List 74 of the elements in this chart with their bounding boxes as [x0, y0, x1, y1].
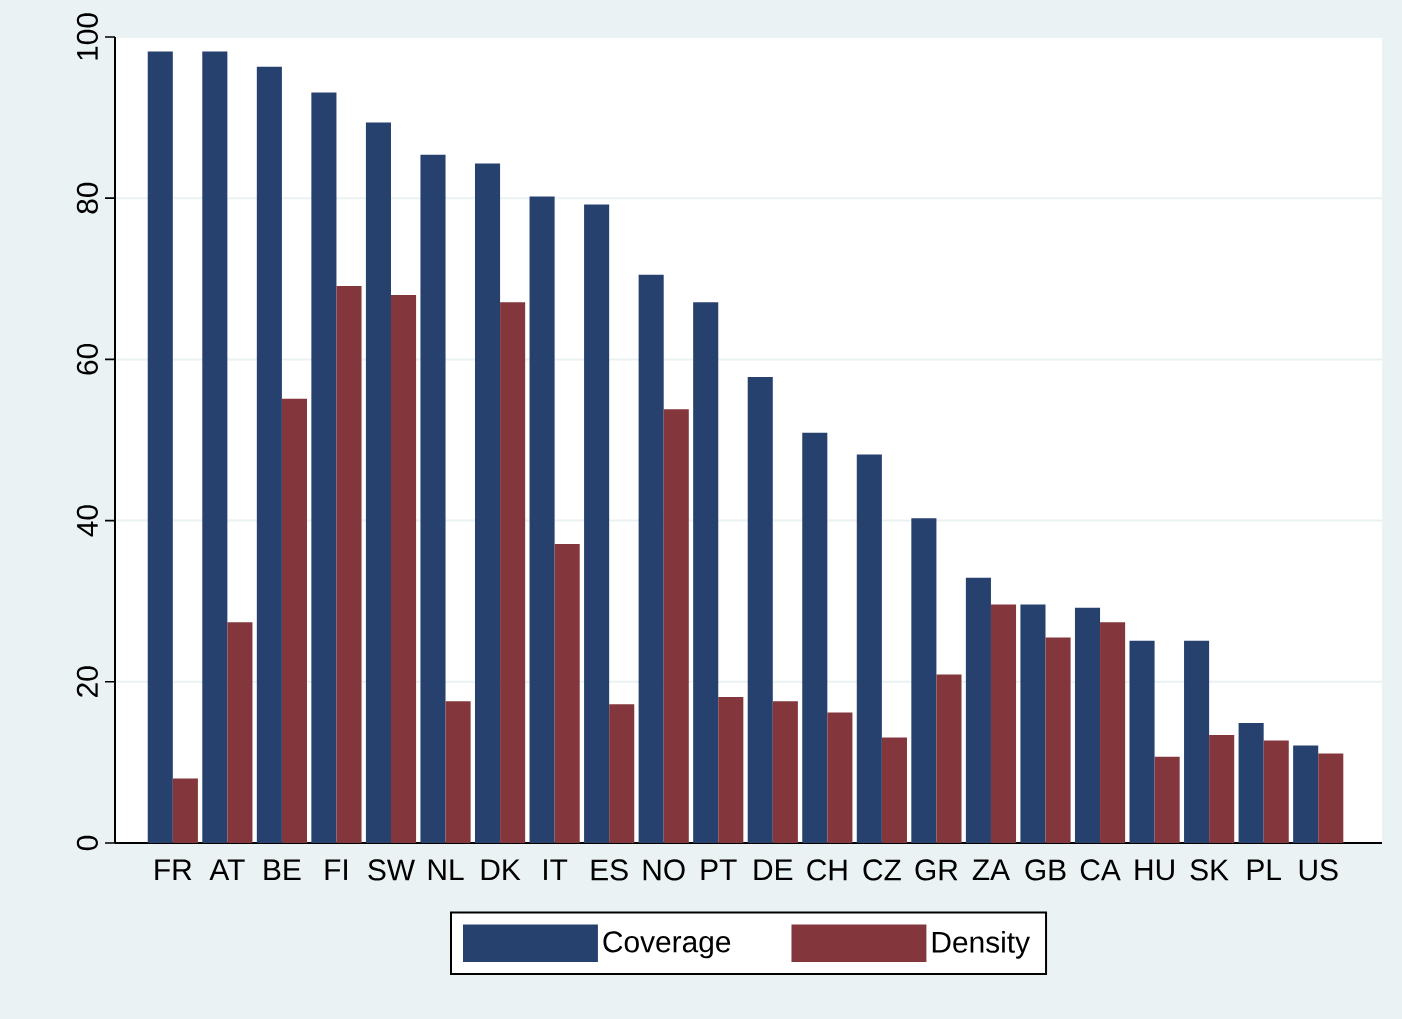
y-tick-label: 20: [76, 666, 98, 697]
bar: [1209, 734, 1235, 843]
x-tick-label: PL: [1247, 859, 1281, 880]
bar: [390, 294, 417, 843]
bar: [529, 196, 555, 843]
bar: [1020, 604, 1046, 843]
bar: [1074, 607, 1101, 843]
bar: [663, 409, 689, 843]
bar: [1129, 640, 1155, 843]
x-tick-label: SK: [1190, 859, 1229, 881]
y-tick-label: 100: [76, 13, 98, 60]
bar: [445, 701, 471, 843]
bar: [1184, 640, 1210, 843]
y-tick-label: 40: [76, 505, 98, 537]
y-tick-label: 0: [76, 835, 98, 851]
bar: [147, 51, 173, 843]
x-tick-label: NO: [643, 859, 685, 881]
bar: [1293, 745, 1319, 843]
bar: [802, 432, 828, 843]
x-tick-label: AT: [209, 859, 245, 880]
x-tick-label: CH: [807, 859, 847, 881]
x-tick-label: ES: [591, 859, 628, 881]
bar: [1045, 637, 1071, 843]
x-tick-label: GR: [915, 859, 958, 881]
bar: [227, 622, 253, 843]
x-tick-label: DK: [481, 859, 521, 880]
bar: [911, 518, 937, 843]
x-tick-label: US: [1299, 859, 1338, 881]
bar: [856, 454, 882, 843]
x-tick-label: IT: [544, 859, 568, 880]
bar: [609, 704, 635, 843]
bar: [584, 204, 610, 843]
x-tick-label: DE: [754, 859, 793, 880]
bar: [693, 302, 719, 843]
x-tick-label: ZA: [972, 859, 1010, 880]
bar: [474, 163, 501, 843]
bar: [311, 92, 337, 843]
bar: [747, 377, 773, 843]
legend-label: Coverage: [603, 931, 731, 959]
bar: [1100, 622, 1126, 843]
x-tick-label: GB: [1025, 859, 1066, 881]
bar: [172, 778, 198, 843]
bar: [1318, 753, 1344, 843]
x-tick-label: CA: [1080, 859, 1121, 881]
bar: [281, 398, 307, 843]
bar: [336, 286, 362, 843]
bar: [718, 697, 744, 843]
x-tick-label: HU: [1135, 859, 1174, 881]
bar: [1238, 722, 1264, 843]
bar: [1154, 756, 1180, 843]
bar: [420, 154, 446, 843]
bar: [881, 737, 907, 843]
x-tick-label: FI: [325, 859, 347, 880]
bar: [638, 274, 664, 843]
x-tick-label: SW: [368, 859, 415, 881]
y-tick-label: 60: [76, 343, 98, 375]
bar: [990, 604, 1017, 843]
bar: [554, 543, 580, 843]
legend-label: Density: [932, 930, 1030, 959]
x-tick-label: PT: [701, 859, 737, 880]
bar: [936, 674, 962, 843]
x-tick-label: BE: [264, 859, 301, 880]
x-tick-label: FR: [155, 859, 192, 880]
bar: [500, 302, 526, 843]
bar: [256, 66, 282, 843]
bar: [827, 712, 853, 843]
bar: [1263, 740, 1289, 843]
y-tick-label: 80: [76, 182, 98, 214]
x-tick-label: CZ: [863, 859, 901, 881]
bar: [202, 51, 228, 843]
x-tick-label: NL: [428, 859, 464, 880]
bar: [772, 701, 798, 843]
bar: [965, 577, 991, 843]
bar: [365, 122, 391, 843]
